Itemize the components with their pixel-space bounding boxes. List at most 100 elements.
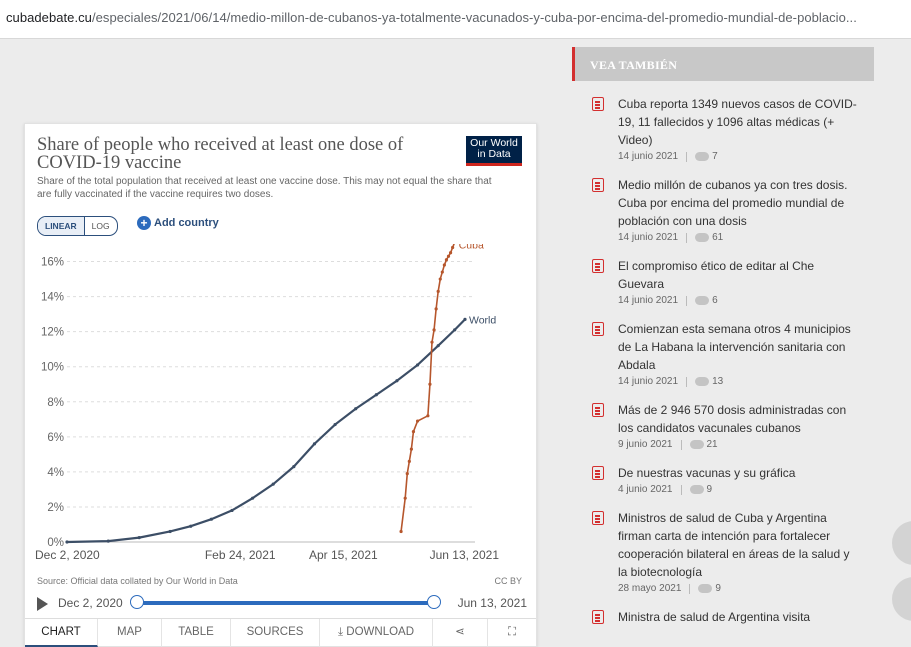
news-title[interactable]: Cuba reporta 1349 nuevos casos de COVID-… (618, 97, 857, 147)
news-date: 28 mayo 2021 (618, 583, 682, 594)
meta-separator (689, 583, 691, 594)
timeline-start-label: Dec 2, 2020 (58, 596, 123, 610)
timeline-track[interactable] (137, 601, 433, 605)
meta-separator (686, 376, 688, 387)
license-label[interactable]: CC BY (494, 576, 522, 586)
news-meta: 14 junio 2021 7 (618, 151, 718, 162)
comment-count[interactable]: 9 (706, 484, 713, 495)
scale-log-button[interactable]: LOG (91, 221, 110, 231)
data-point (271, 482, 275, 486)
add-country-button[interactable]: + Add country (137, 216, 219, 230)
article-icon (592, 466, 604, 480)
data-point (409, 447, 413, 451)
data-point (399, 529, 403, 534)
timeline-end-handle[interactable] (427, 595, 441, 609)
tab-download[interactable]: ⤓ DOWNLOAD (320, 619, 433, 647)
data-point (415, 419, 420, 423)
tab-table[interactable]: TABLE (162, 619, 231, 647)
y-tick-label: 4% (47, 467, 64, 479)
plus-icon: + (137, 216, 151, 230)
news-title[interactable]: Medio millón de cubanos ya con tres dosi… (618, 178, 848, 228)
article-icon (592, 322, 604, 336)
news-date: 14 junio 2021 (618, 151, 679, 162)
url-path: /especiales/2021/06/14/medio-millon-de-c… (91, 10, 857, 25)
data-point (430, 340, 434, 344)
news-title[interactable]: El compromiso ético de editar al Che Gue… (618, 259, 815, 291)
scroll-button[interactable] (892, 521, 911, 565)
meta-separator (680, 484, 682, 495)
x-tick-label: Dec 2, 2020 (35, 548, 100, 562)
timeline-start-handle[interactable] (130, 595, 144, 609)
data-point (448, 251, 453, 255)
chart-title: Share of people who received at least on… (37, 135, 404, 173)
chart-tabs: CHART MAP TABLE SOURCES ⤓ DOWNLOAD ⋖ ⛶ (25, 618, 536, 647)
data-point (395, 379, 399, 383)
news-date: 14 junio 2021 (618, 376, 679, 387)
news-date: 14 junio 2021 (618, 295, 679, 306)
related-news-list: Cuba reporta 1349 nuevos casos de COVID-… (572, 81, 874, 641)
play-icon[interactable] (37, 597, 48, 611)
data-point (415, 363, 420, 367)
series-label-cuba: Cuba (459, 244, 484, 251)
news-meta: 9 junio 2021 21 (618, 439, 718, 450)
comment-count[interactable]: 6 (712, 295, 718, 306)
data-point (436, 289, 440, 293)
news-title[interactable]: Ministra de salud de Argentina visita (618, 610, 811, 624)
fullscreen-button[interactable]: ⛶ (488, 619, 536, 647)
line-chart: 0% 2% 4% 6% 8% 10% 12% 14% 16% Dec 2, 2020 Feb 24,… (35, 244, 500, 562)
sidebar-heading-text: VEA TAMBIÉN (590, 58, 678, 72)
data-point (434, 307, 438, 311)
comment-icon (698, 584, 713, 593)
chart-source[interactable]: Source: Official data collated by Our Wo… (37, 576, 238, 586)
x-tick-label: Jun 13, 2021 (430, 548, 500, 562)
meta-separator (686, 232, 688, 243)
scale-toggle[interactable]: LINEAR LOG (37, 216, 118, 236)
timeline-end-label: Jun 13, 2021 (457, 596, 527, 610)
article-icon (592, 178, 604, 192)
article-icon (592, 97, 604, 111)
download-icon: ⤓ (337, 626, 344, 638)
owid-logo[interactable]: Our World in Data (466, 136, 522, 166)
article-icon (592, 511, 604, 525)
y-tick-label: 16% (41, 257, 64, 269)
data-point (333, 422, 337, 427)
comment-count[interactable]: 21 (706, 439, 718, 450)
tab-download-label: DOWNLOAD (346, 626, 415, 638)
news-title[interactable]: Comienzan esta semana otros 4 municipios… (618, 322, 851, 372)
tab-chart[interactable]: CHART (25, 619, 98, 647)
news-title[interactable]: Ministros de salud de Cuba y Argentina f… (618, 511, 850, 579)
share-icon: ⋖ (455, 626, 465, 638)
series-line-world (66, 318, 466, 544)
tab-map[interactable]: MAP (98, 619, 162, 647)
tab-sources[interactable]: SOURCES (231, 619, 320, 647)
news-title[interactable]: Más de 2 946 570 dosis administradas con… (618, 403, 847, 435)
data-point (411, 429, 416, 434)
y-tick-label: 8% (47, 397, 64, 409)
meta-separator (686, 295, 688, 306)
scale-linear-button[interactable]: LINEAR (38, 217, 85, 235)
page-content: Share of people who received at least on… (0, 39, 911, 647)
comment-count[interactable]: 7 (712, 151, 718, 162)
fullscreen-icon: ⛶ (507, 626, 517, 638)
comment-count[interactable]: 13 (712, 376, 724, 387)
browser-address-bar[interactable]: cubadebate.cu/especiales/2021/06/14/medi… (0, 0, 911, 39)
y-tick-label: 12% (41, 327, 64, 339)
news-meta: 4 junio 2021 9 (618, 484, 712, 495)
scroll-button[interactable] (892, 577, 911, 621)
data-point (250, 496, 255, 500)
article-icon (592, 610, 604, 624)
comment-count[interactable]: 61 (712, 232, 724, 243)
comment-count[interactable]: 9 (715, 583, 721, 594)
data-point (463, 317, 467, 321)
news-title[interactable]: De nuestras vacunas y su gráfica (618, 466, 796, 480)
timeline-slider[interactable]: Dec 2, 2020 Jun 13, 2021 (37, 594, 527, 614)
url-domain: cubadebate.cu (6, 10, 92, 25)
meta-separator (680, 439, 682, 450)
comment-icon (689, 440, 704, 449)
share-button[interactable]: ⋖ (433, 619, 488, 647)
data-point (189, 524, 193, 528)
news-meta: 14 junio 2021 6 (618, 295, 718, 306)
url-text[interactable]: cubadebate.cu/especiales/2021/06/14/medi… (6, 10, 857, 25)
y-tick-label: 14% (41, 292, 64, 304)
y-tick-label: 10% (41, 362, 64, 374)
